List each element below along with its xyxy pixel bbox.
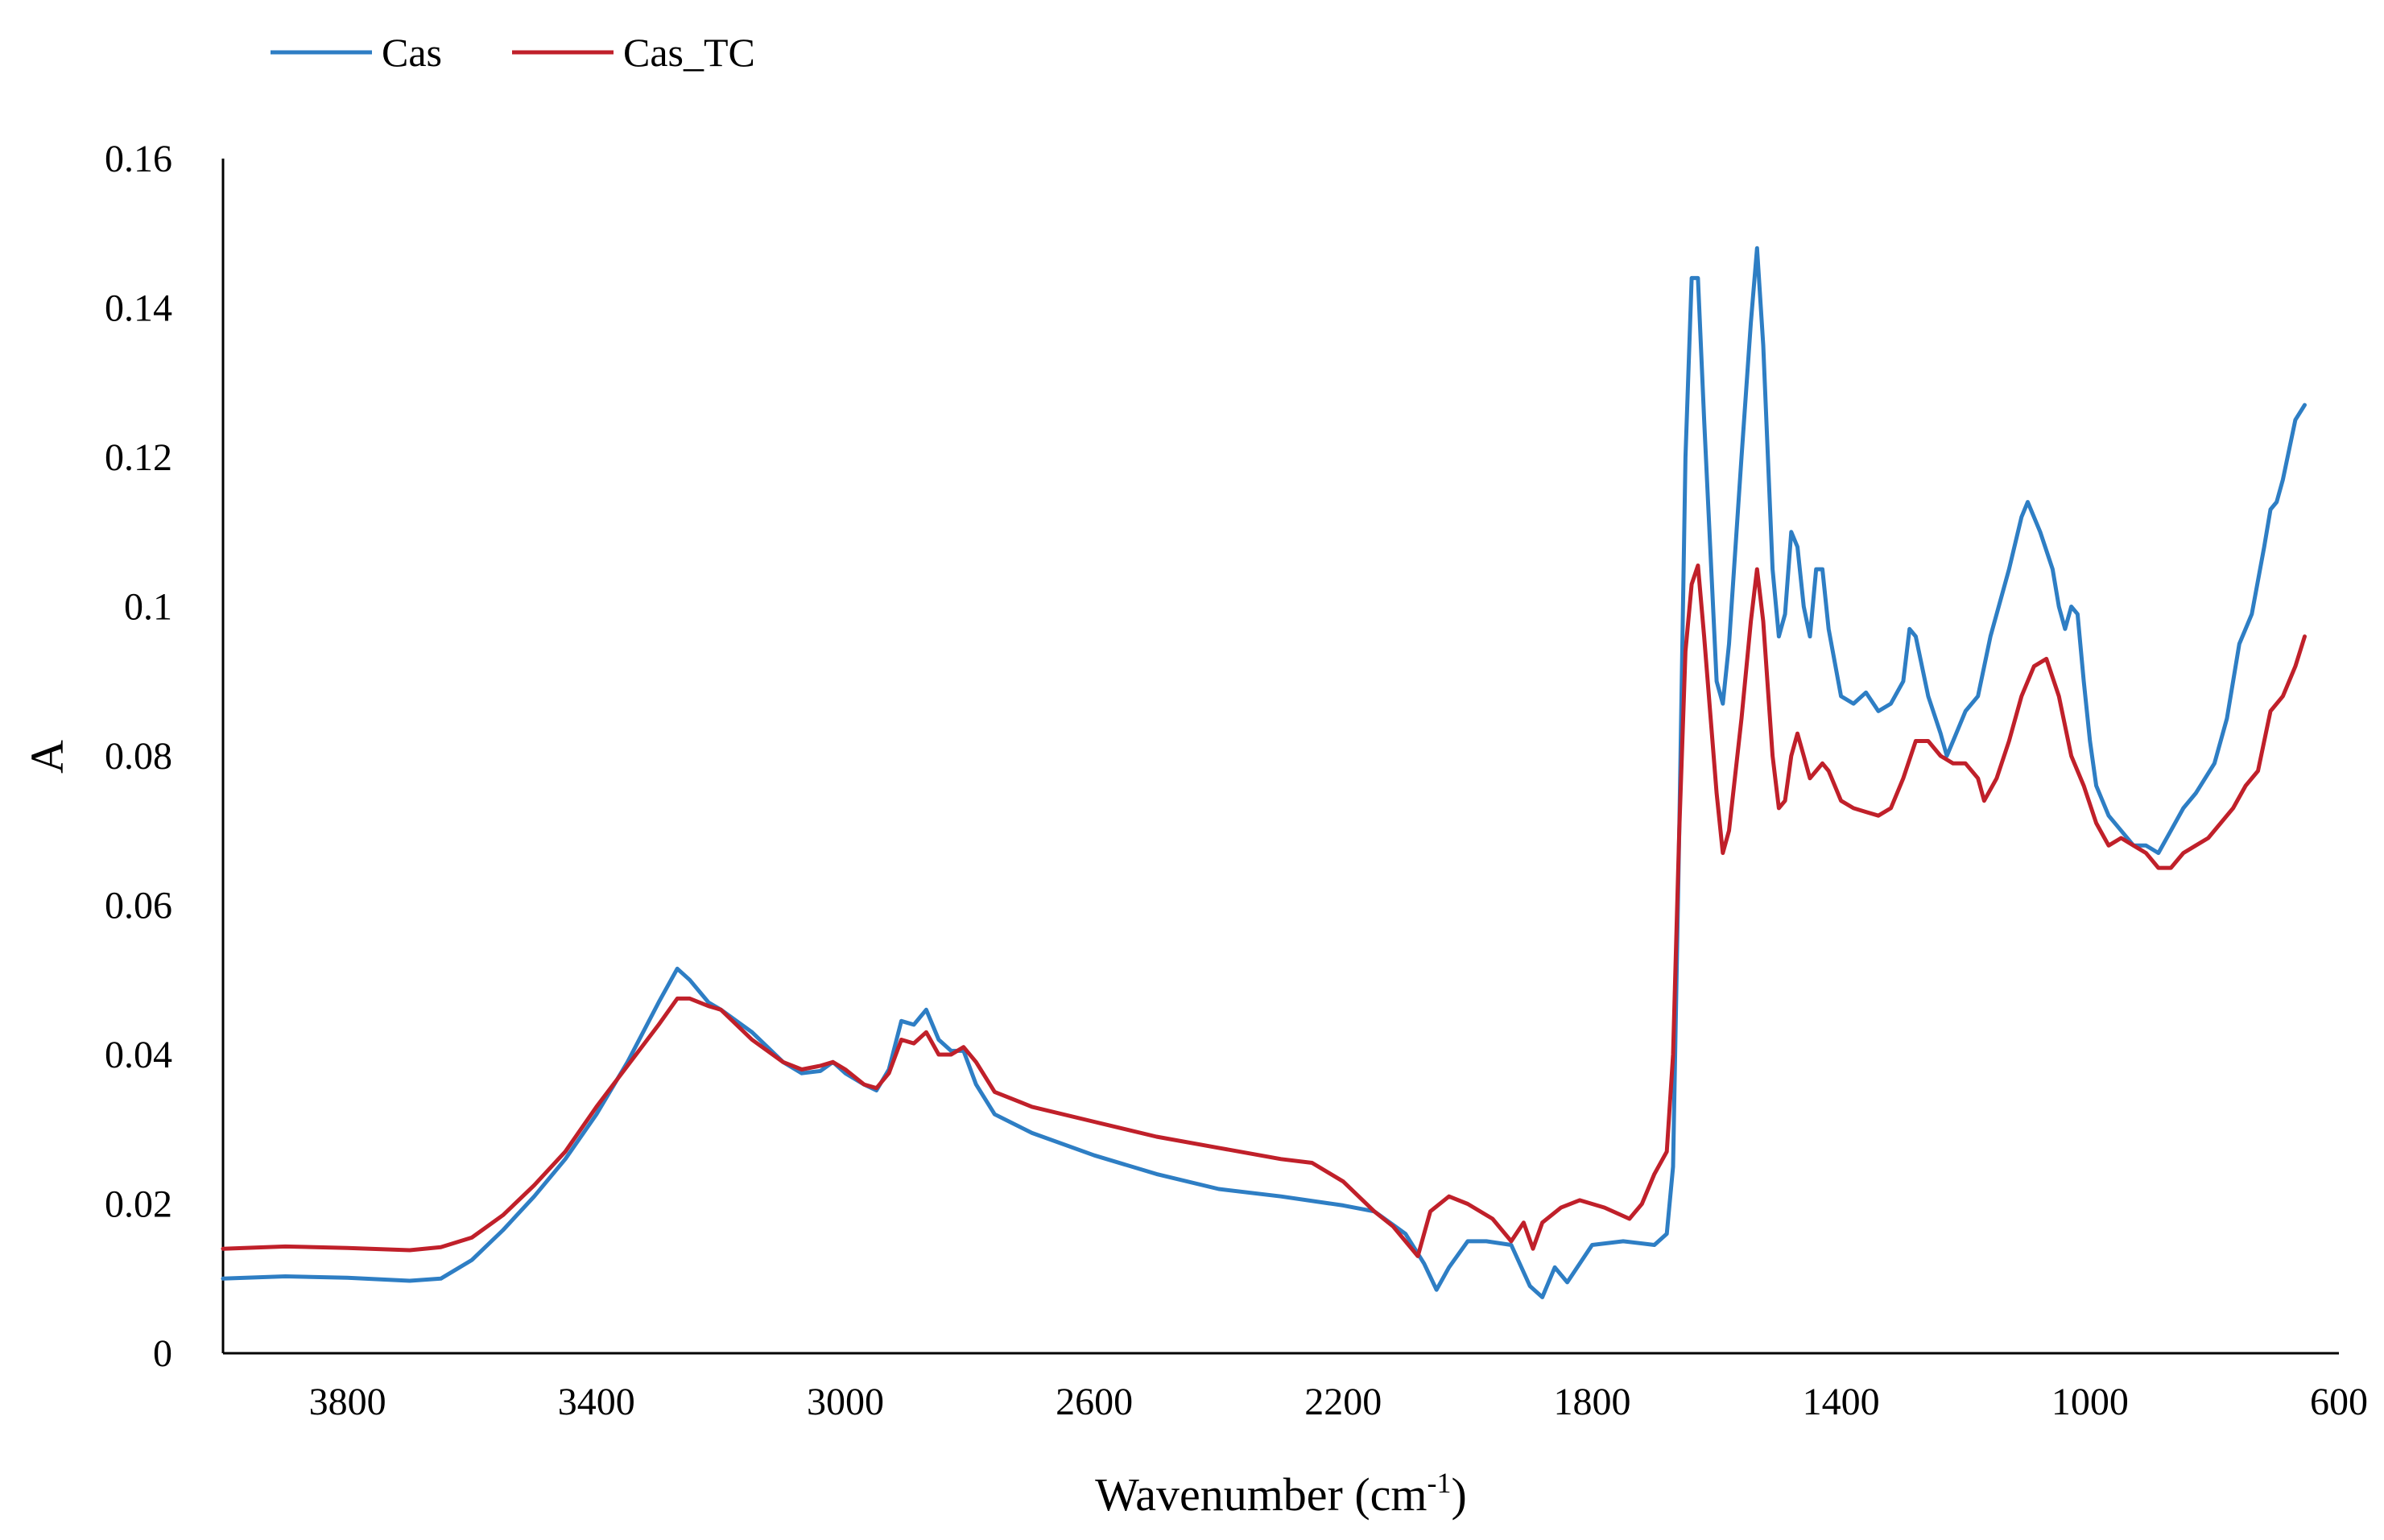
y-tick-label: 0.08 [105, 735, 172, 778]
legend: Cas Cas_TC [271, 30, 755, 75]
x-axis-title: Wavenumber (cm-1) [1095, 1467, 1467, 1521]
series-line-cas-tc [221, 564, 2307, 1258]
y-axis-title: A [21, 740, 73, 774]
y-axis-ticks: 0 0.02 0.04 0.06 0.08 0.1 0.12 0.14 0.16 [105, 138, 172, 1375]
x-axis-ticks: 3800 3400 3000 2600 2200 1800 1400 1000 600 [309, 1381, 2368, 1423]
y-tick-label: 0.04 [105, 1034, 172, 1076]
y-tick-label: 0.02 [105, 1183, 172, 1226]
x-tick-label: 1400 [1803, 1381, 1880, 1423]
x-axis-title-superscript: -1 [1428, 1467, 1452, 1499]
x-tick-label: 600 [2310, 1381, 2368, 1423]
y-tick-label: 0.1 [124, 586, 172, 629]
y-tick-label: 0 [153, 1332, 172, 1375]
y-tick-label: 0.16 [105, 138, 172, 180]
legend-label-cas-tc: Cas_TC [623, 30, 755, 75]
x-tick-label: 3000 [807, 1381, 884, 1423]
y-tick-label: 0.12 [105, 436, 172, 479]
x-tick-label: 2200 [1304, 1381, 1382, 1423]
x-tick-label: 3400 [558, 1381, 635, 1423]
x-tick-label: 1000 [2051, 1381, 2129, 1423]
x-axis-title-main: Wavenumber (cm [1095, 1468, 1427, 1521]
series-line-cas [221, 246, 2307, 1299]
x-tick-label: 2600 [1056, 1381, 1133, 1423]
series-lines [221, 246, 2307, 1299]
x-axis-title-suffix: ) [1452, 1468, 1467, 1521]
y-tick-label: 0.06 [105, 885, 172, 927]
x-tick-label: 1800 [1553, 1381, 1630, 1423]
y-tick-label: 0.14 [105, 287, 172, 330]
x-tick-label: 3800 [309, 1381, 386, 1423]
legend-label-cas: Cas [382, 30, 442, 75]
